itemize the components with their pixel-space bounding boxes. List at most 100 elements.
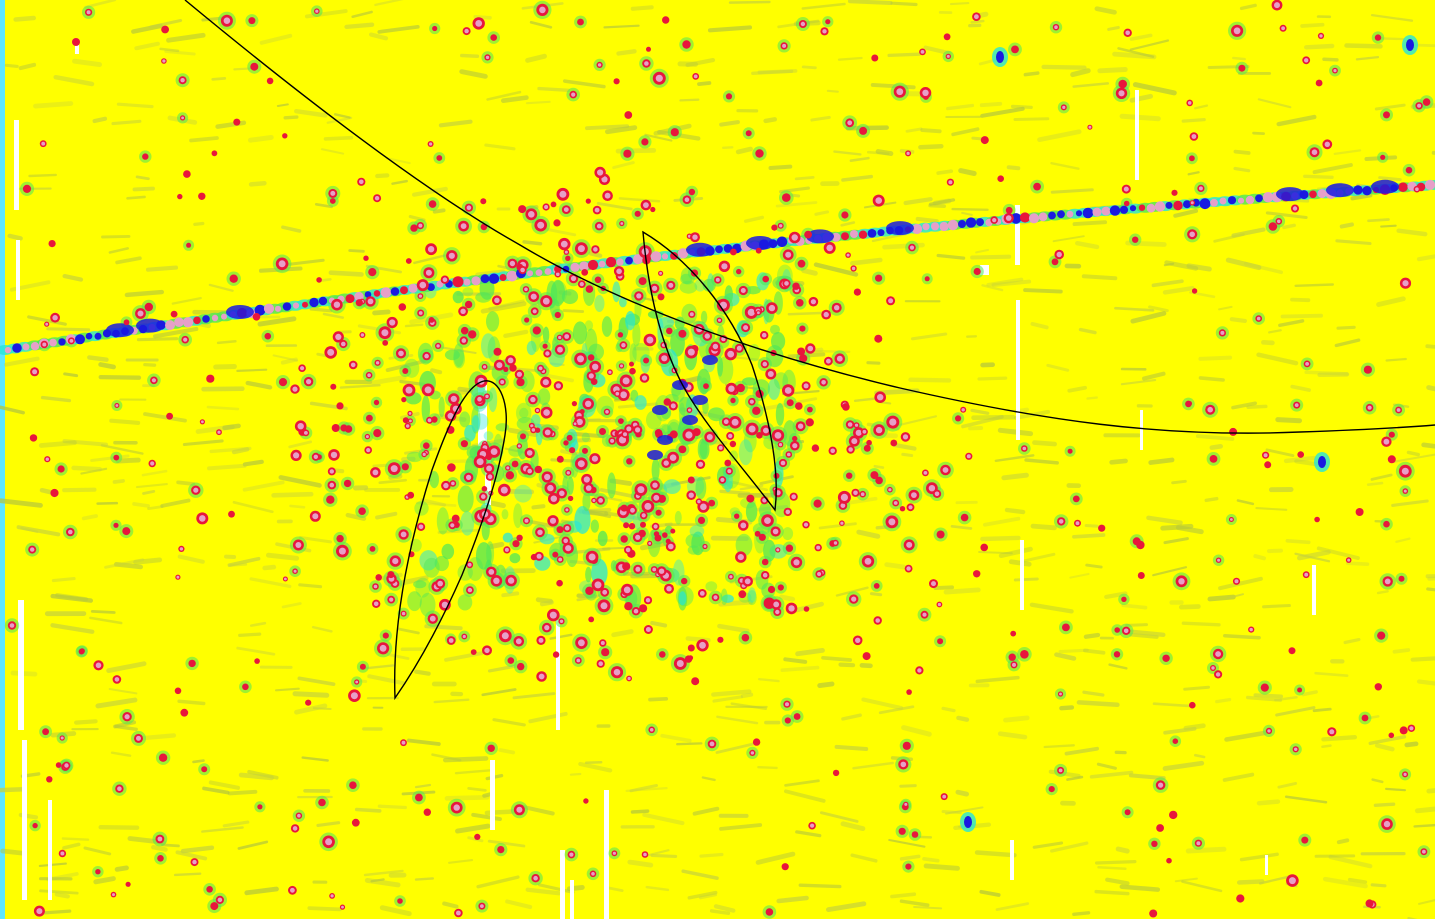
- anomaly-dot-core: [531, 428, 536, 432]
- anomaly-dot-core: [576, 658, 581, 663]
- linear-feature-dot: [292, 302, 300, 309]
- anomaly-dot: [405, 258, 412, 264]
- anomaly-dot-core: [728, 385, 735, 392]
- linear-feature-blob: [1276, 187, 1304, 202]
- texture-streak: [39, 487, 55, 495]
- texture-streak: [1239, 3, 1257, 11]
- anomaly-dot-core: [292, 386, 298, 392]
- texture-streak: [709, 909, 731, 915]
- anomaly-dot-core: [600, 602, 608, 610]
- anomaly-dot-core: [117, 786, 122, 791]
- anomaly-dot: [186, 242, 192, 248]
- anomaly-dot: [1062, 623, 1070, 632]
- texture-streak: [1198, 355, 1233, 361]
- texture-streak: [294, 108, 328, 118]
- anomaly-dot: [623, 522, 630, 529]
- anomaly-dot-core: [483, 365, 487, 369]
- texture-streak: [307, 906, 342, 912]
- texture-streak: [847, 0, 893, 5]
- anomaly-dot: [734, 513, 740, 519]
- anomaly-dot: [369, 546, 376, 552]
- anomaly-dot-core: [591, 872, 595, 876]
- anomaly-dot-core: [593, 247, 598, 252]
- linear-feature-dot: [49, 338, 57, 347]
- anomaly-dot: [447, 463, 456, 472]
- cluster-halo: [429, 471, 440, 489]
- anomaly-dot-core: [602, 589, 608, 595]
- cluster-halo: [632, 322, 641, 347]
- anomaly-dot-core: [1118, 90, 1125, 97]
- texture-streak: [1231, 401, 1257, 410]
- anomaly-dot-core: [409, 419, 412, 423]
- texture-streak: [276, 103, 289, 108]
- texture-streak: [1378, 176, 1402, 182]
- texture-streak: [978, 551, 1013, 555]
- anomaly-dot: [326, 495, 335, 504]
- data-gap: [22, 740, 27, 900]
- anomaly-dot-core: [668, 282, 674, 288]
- anomaly-dot-core: [1263, 453, 1268, 458]
- anomaly-dot-core: [597, 63, 602, 67]
- data-gap: [1015, 205, 1020, 265]
- anomaly-dot: [599, 428, 606, 435]
- anomaly-dot: [1121, 596, 1127, 602]
- anomaly-dot-core: [641, 375, 648, 381]
- anomaly-dot-core: [536, 553, 542, 559]
- anomaly-dot-core: [427, 246, 435, 253]
- anomaly-dot: [509, 364, 517, 372]
- anomaly-dot: [366, 414, 373, 422]
- anomaly-dot-core: [784, 387, 792, 394]
- cluster-halo: [619, 297, 627, 308]
- anomaly-dot: [1137, 572, 1145, 579]
- anomaly-dot-core: [401, 611, 406, 616]
- texture-streak: [96, 501, 119, 505]
- anomaly-dot: [738, 590, 747, 599]
- anomaly-dot-core: [418, 524, 424, 530]
- anomaly-dot-core: [655, 74, 663, 82]
- texture-streak: [1236, 879, 1265, 885]
- anomaly-dot-core: [429, 615, 436, 622]
- linear-feature-dot: [723, 244, 733, 253]
- anomaly-dot: [264, 332, 272, 340]
- anomaly-dot-core: [516, 806, 523, 813]
- texture-streak: [311, 625, 333, 633]
- anomaly-dot: [1238, 64, 1246, 72]
- anomaly-dot-core: [536, 409, 539, 412]
- anomaly-dot-core: [659, 271, 662, 275]
- texture-streak: [1380, 224, 1397, 228]
- anomaly-dot: [1387, 455, 1396, 464]
- linear-feature-dot: [1210, 198, 1218, 207]
- cluster-halo: [407, 591, 422, 612]
- cluster-halo: [607, 472, 616, 499]
- anomaly-dot: [1374, 34, 1382, 41]
- linear-feature-dot: [616, 258, 624, 266]
- anomaly-dot-core: [41, 141, 46, 146]
- anomaly-dot-core: [537, 529, 543, 535]
- texture-streak: [294, 703, 328, 715]
- anomaly-dot: [765, 908, 774, 916]
- cluster-halo: [487, 336, 501, 363]
- anomaly-dot-core: [1189, 231, 1195, 238]
- anomaly-dot: [532, 326, 541, 335]
- cluster-halo: [486, 311, 500, 332]
- texture-streak: [1355, 55, 1380, 61]
- anomaly-dot: [1151, 840, 1158, 847]
- anomaly-dot-core: [475, 20, 483, 27]
- anomaly-dot-core: [594, 207, 600, 213]
- texture-streak: [1187, 171, 1200, 176]
- texture-streak: [404, 323, 424, 328]
- anomaly-dot-core: [1005, 215, 1012, 221]
- anomaly-dot-core: [530, 293, 537, 300]
- texture-streak: [53, 74, 95, 87]
- texture-streak: [1059, 705, 1075, 711]
- anomaly-dot: [678, 329, 687, 338]
- anomaly-dot: [1149, 909, 1158, 918]
- anomaly-dot-core: [684, 197, 690, 202]
- cluster-halo: [646, 410, 662, 430]
- texture-streak: [236, 368, 268, 372]
- anomaly-dot-core: [557, 346, 563, 353]
- texture-streak: [1119, 884, 1161, 892]
- texture-streak: [354, 807, 382, 813]
